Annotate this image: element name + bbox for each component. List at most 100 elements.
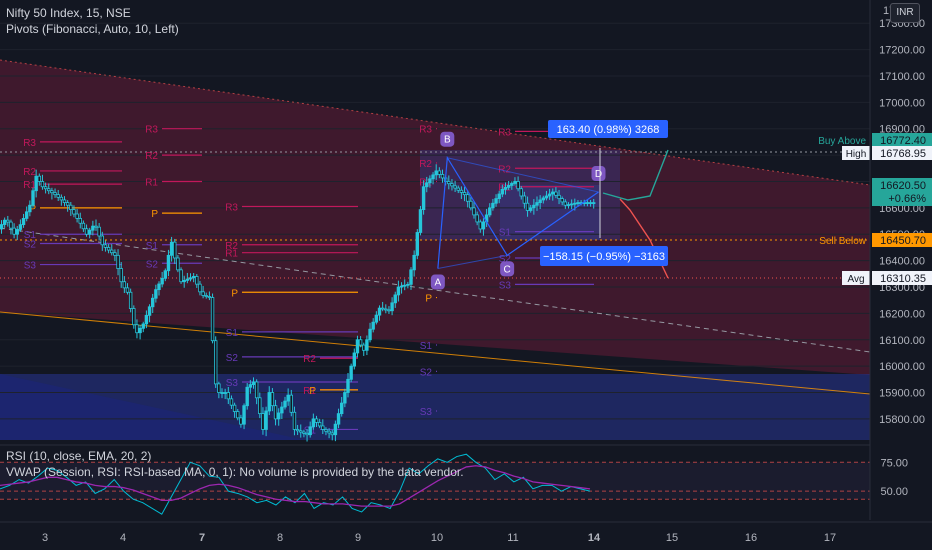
candle-body bbox=[532, 204, 536, 209]
price-name-label: Buy Above bbox=[818, 136, 866, 147]
price-tag-value: 16772.40 bbox=[880, 135, 926, 147]
pivots-legend[interactable]: Pivots (Fibonacci, Auto, 10, Left) bbox=[6, 22, 179, 36]
price-tag-value: 16620.50 bbox=[880, 180, 926, 192]
candle-body bbox=[516, 181, 520, 190]
candle-body bbox=[465, 194, 470, 202]
candle-body bbox=[239, 417, 243, 425]
candle-body bbox=[339, 402, 344, 415]
candle-body bbox=[116, 254, 120, 269]
candle-body bbox=[198, 283, 202, 293]
pivot-label: P bbox=[29, 204, 36, 215]
currency-button[interactable]: INR bbox=[890, 3, 920, 23]
candle-body bbox=[106, 247, 111, 251]
pivot-label: R1 bbox=[225, 249, 238, 260]
candle-body bbox=[43, 186, 48, 190]
pivot-label: R2 bbox=[225, 241, 238, 252]
candle-body bbox=[343, 392, 347, 404]
price-tick-label: 16000.00 bbox=[879, 361, 925, 373]
candle-body bbox=[551, 191, 555, 195]
pivot-label: S3 bbox=[24, 261, 37, 272]
candle-body bbox=[37, 175, 41, 182]
price-name-badge bbox=[842, 146, 870, 160]
candle-body bbox=[324, 429, 328, 432]
candle-body bbox=[456, 187, 460, 191]
measure-down-label: −158.15 (−0.95%) −3163 bbox=[543, 251, 665, 263]
rsi-line bbox=[0, 453, 591, 515]
candle-body bbox=[292, 411, 297, 430]
pivot-label: S3 bbox=[420, 407, 433, 418]
candle-body bbox=[311, 418, 316, 428]
pivot-label: R3 bbox=[419, 125, 432, 136]
point-marker bbox=[440, 131, 455, 147]
rsi-legend[interactable]: RSI (10, close, EMA, 20, 2) bbox=[6, 449, 152, 463]
point-label: C bbox=[504, 264, 511, 275]
time-tick-label: 8 bbox=[277, 532, 283, 544]
candle-body bbox=[191, 276, 196, 279]
lower-trendline bbox=[0, 311, 871, 395]
time-tick-label: 3 bbox=[42, 532, 48, 544]
candle-body bbox=[179, 269, 183, 283]
candle-body bbox=[220, 392, 224, 394]
candle-body bbox=[544, 195, 549, 199]
candle-body bbox=[317, 422, 322, 427]
price-name-label: Sell Below bbox=[819, 236, 866, 247]
candle-body bbox=[393, 294, 397, 304]
upper-trendline bbox=[0, 59, 871, 186]
candle-body bbox=[254, 381, 259, 399]
price-tag-box bbox=[872, 146, 932, 160]
price-tag-box bbox=[872, 133, 932, 147]
candle-body bbox=[547, 193, 552, 197]
candle-body bbox=[270, 392, 275, 407]
pivot-label: R1 bbox=[145, 177, 158, 188]
pivot-label: R2 bbox=[498, 164, 511, 175]
price-pane[interactable]: R3R2R1PS1S2S3R3R2R1PS2S1R3R2R1PS1S2S3R2R… bbox=[0, 22, 871, 442]
rsi-pane[interactable] bbox=[0, 444, 870, 515]
candle-body bbox=[78, 218, 82, 224]
candle-body bbox=[210, 297, 215, 342]
candle-body bbox=[510, 183, 514, 186]
candle-body bbox=[223, 392, 227, 394]
pattern-leg bbox=[447, 157, 599, 193]
candle-body bbox=[387, 309, 391, 312]
pivot-label: R2 bbox=[145, 151, 158, 162]
candle-body bbox=[28, 204, 32, 213]
candle-body bbox=[213, 340, 218, 385]
candle-body bbox=[431, 174, 435, 180]
candle-body bbox=[24, 211, 29, 219]
candle-body bbox=[232, 404, 237, 412]
candle-body bbox=[182, 279, 186, 283]
rsi-ma-line bbox=[0, 465, 591, 507]
candle-body bbox=[150, 297, 155, 308]
candle-body bbox=[308, 426, 312, 436]
time-tick-label: 9 bbox=[355, 532, 361, 544]
price-name-badge bbox=[842, 271, 870, 285]
measure-up-box bbox=[548, 120, 668, 138]
candle-body bbox=[154, 289, 158, 299]
pivot-label: P bbox=[425, 294, 432, 305]
candle-body bbox=[135, 324, 139, 334]
candle-body bbox=[157, 283, 161, 291]
candle-body bbox=[103, 244, 108, 248]
price-tag-box bbox=[872, 178, 932, 206]
candle-body bbox=[195, 276, 199, 285]
candle-body bbox=[333, 423, 338, 436]
candle-body bbox=[371, 321, 375, 330]
pivot-label: S1 bbox=[226, 328, 239, 339]
candle-body bbox=[176, 257, 180, 271]
candle-body bbox=[163, 270, 167, 279]
candle-body bbox=[185, 278, 190, 281]
symbol-legend[interactable]: Nifty 50 Index, 15, NSE bbox=[6, 6, 131, 20]
candle-body bbox=[462, 192, 467, 196]
pivot-label: S1 bbox=[499, 228, 512, 239]
candle-body bbox=[100, 235, 104, 246]
mid-trendline bbox=[0, 227, 871, 353]
candle-body bbox=[450, 183, 454, 187]
candle-body bbox=[390, 302, 394, 312]
candle-body bbox=[9, 221, 13, 229]
candle-body bbox=[12, 227, 16, 235]
candle-body bbox=[529, 207, 533, 211]
candle-body bbox=[374, 314, 379, 323]
candle-body bbox=[440, 174, 445, 179]
candle-body bbox=[50, 190, 54, 194]
